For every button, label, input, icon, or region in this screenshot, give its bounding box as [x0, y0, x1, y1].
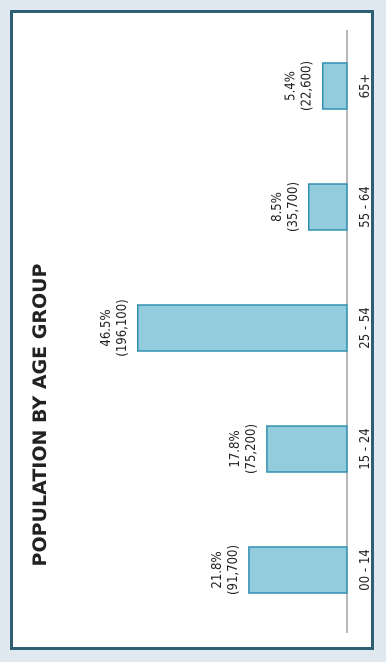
data-label-percent: 5.4%	[284, 71, 299, 101]
chart-title: POPULATION BY AGE GROUP	[29, 263, 51, 566]
bar-1524	[266, 425, 348, 473]
bar-5564	[308, 183, 348, 231]
bar-0014	[248, 546, 348, 594]
data-label-count: (35,700)	[286, 182, 301, 232]
category-tick-label: 00 - 14	[358, 549, 373, 590]
bar-65plus	[321, 62, 348, 110]
category-tick-label: 15 - 24	[358, 428, 373, 469]
data-label-count: (22,600)	[300, 61, 315, 111]
bar-2554	[137, 304, 348, 352]
data-label-percent: 8.5%	[270, 192, 285, 222]
category-tick-label: 55 - 64	[358, 186, 373, 227]
category-tick-label: 25 - 54	[358, 307, 373, 348]
data-label-percent: 21.8%	[210, 551, 225, 588]
data-label-percent: 17.8%	[228, 430, 243, 467]
category-tick-label: 65+	[358, 74, 373, 99]
data-label-count: (75,200)	[244, 424, 259, 474]
data-label-percent: 46.5%	[99, 309, 114, 346]
data-label-count: (91,700)	[226, 545, 241, 595]
data-label-count: (196,100)	[115, 299, 130, 356]
